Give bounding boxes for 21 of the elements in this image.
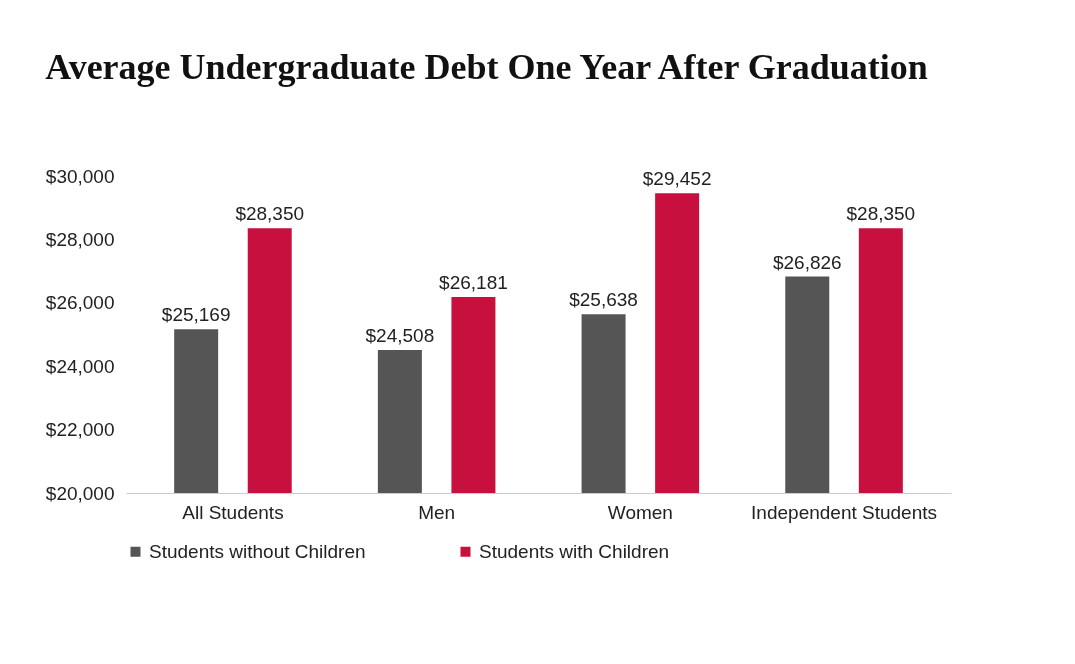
data-label: $24,508	[365, 325, 435, 347]
data-label: $29,452	[642, 168, 712, 190]
data-label: $25,638	[569, 289, 638, 311]
y-tick-label: $30,000	[45, 165, 115, 187]
x-tick-label: All Students	[182, 501, 284, 523]
data-label: $26,826	[772, 251, 842, 273]
chart-title: Average Undergraduate Debt One Year After Graduation	[45, 47, 928, 87]
y-tick-label: $20,000	[45, 482, 115, 504]
x-tick-label: Independent Students	[751, 501, 938, 523]
y-tick-label: $28,000	[45, 228, 115, 250]
data-label: $26,181	[439, 272, 508, 294]
y-tick-label: $24,000	[45, 355, 115, 377]
y-tick-label: $22,000	[45, 419, 115, 441]
legend-label: Students with Children	[479, 540, 670, 562]
legend-label: Students without Children	[149, 540, 366, 562]
data-label: $28,350	[846, 203, 916, 225]
y-tick-label: $26,000	[45, 292, 115, 314]
data-label: $25,169	[161, 304, 231, 326]
x-tick-label: Men	[418, 501, 456, 523]
data-label: $28,350	[235, 203, 305, 225]
x-tick-label: Women	[607, 501, 673, 523]
